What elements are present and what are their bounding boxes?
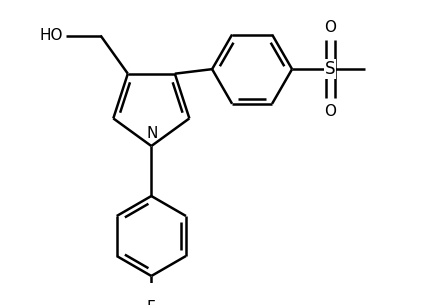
Text: HO: HO — [40, 28, 63, 43]
Text: O: O — [324, 20, 336, 35]
Text: S: S — [324, 60, 335, 78]
Text: N: N — [146, 127, 158, 142]
Text: F: F — [147, 300, 155, 305]
Text: O: O — [324, 104, 336, 119]
